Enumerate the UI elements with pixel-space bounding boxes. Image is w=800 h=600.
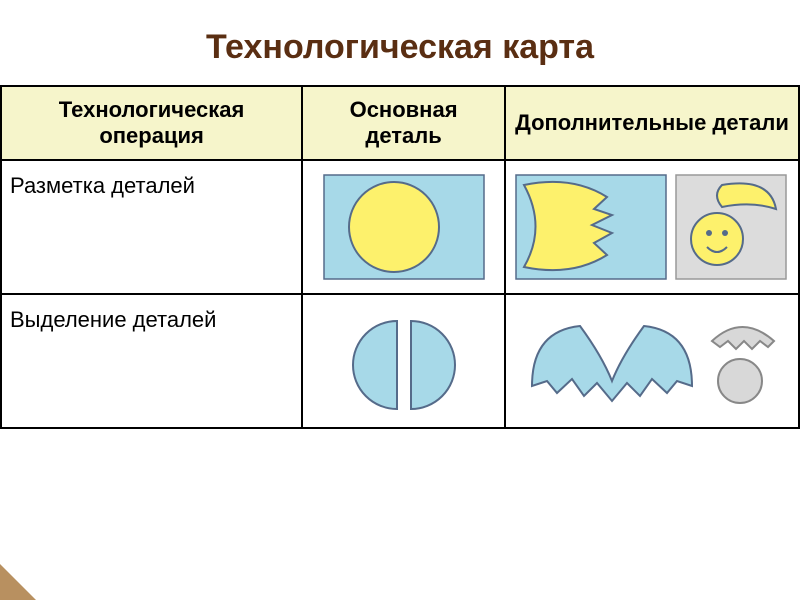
row2-label: Выделение деталей [1, 294, 302, 428]
header-col2: Основная деталь [302, 86, 505, 160]
r1-extra-svg [512, 167, 792, 287]
page-curl-icon [0, 564, 36, 600]
page-title: Технологическая карта [0, 0, 800, 85]
header-col1: Технологическая операция [1, 86, 302, 160]
r2-extra-svg [512, 301, 792, 421]
row2-extra [505, 294, 799, 428]
row1-label: Разметка деталей [1, 160, 302, 294]
row1-main [302, 160, 505, 294]
table-row: Разметка деталей [1, 160, 799, 294]
row2-main [302, 294, 505, 428]
table-row: Выделение деталей [1, 294, 799, 428]
r2-main-svg [319, 301, 489, 421]
tech-table: Технологическая операция Основная деталь… [0, 85, 800, 429]
r1-main-svg [319, 167, 489, 287]
header-col3: Дополнительные детали [505, 86, 799, 160]
row1-extra [505, 160, 799, 294]
